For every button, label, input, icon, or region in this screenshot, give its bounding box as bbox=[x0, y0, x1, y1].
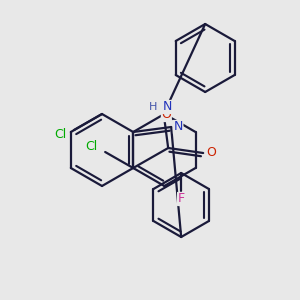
Text: Cl: Cl bbox=[85, 140, 97, 154]
Text: H: H bbox=[149, 102, 158, 112]
Text: O: O bbox=[206, 146, 216, 160]
Text: O: O bbox=[161, 109, 171, 122]
Text: Cl: Cl bbox=[54, 128, 66, 142]
Text: N: N bbox=[163, 100, 172, 113]
Text: N: N bbox=[173, 121, 183, 134]
Text: F: F bbox=[178, 193, 185, 206]
